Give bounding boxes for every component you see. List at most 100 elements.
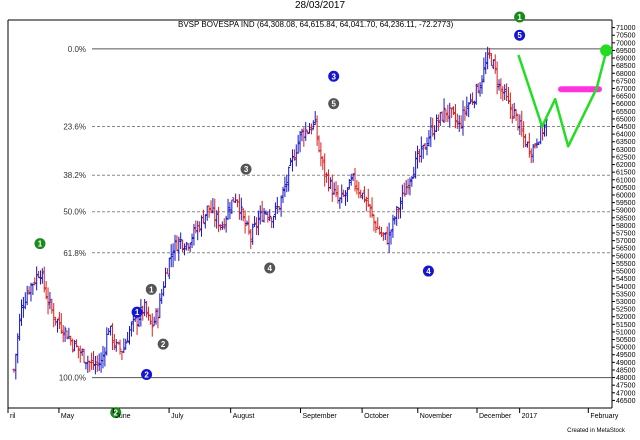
y-tick-label: 59000 (616, 208, 636, 215)
ohlc-bar (78, 345, 82, 363)
ohlc-bar (505, 83, 509, 102)
elliott-wave-labels: 1 1 1 2 2 3 4 3 5 4 5 1 2 (34, 11, 526, 419)
svg-text:4: 4 (268, 264, 273, 273)
ohlc-bar (137, 316, 141, 328)
ohlc-bar (118, 339, 122, 355)
ohlc-bar (150, 313, 154, 337)
ohlc-bar (241, 207, 245, 222)
ohlc-bar (264, 210, 268, 215)
x-tick-label: July (171, 413, 184, 420)
ohlc-bar (290, 149, 294, 172)
ohlc-bar (506, 86, 510, 105)
ohlc-bar (349, 173, 353, 186)
ohlc-bar (124, 338, 128, 350)
ohlc-bar (101, 345, 105, 369)
ohlc-bar (531, 144, 535, 163)
ohlc-bar (361, 192, 365, 200)
wave-label: 4 (422, 265, 434, 277)
y-tick-label: 67000 (616, 86, 636, 93)
ohlc-bar (493, 54, 497, 74)
y-tick-label: 57500 (616, 231, 636, 238)
x-tick-label: October (364, 413, 390, 420)
wave-label: 4 (264, 262, 276, 274)
ohlc-bar (347, 179, 351, 190)
ohlc-bar (417, 149, 421, 163)
ohlc-bar (328, 177, 332, 190)
y-tick-label: 51000 (616, 329, 636, 336)
wave-label: 2 (157, 338, 169, 350)
ohlc-bar (18, 313, 22, 341)
y-tick-label: 52000 (616, 314, 636, 321)
fib-label-5: 100.0% (59, 374, 86, 383)
ohlc-bar (334, 181, 338, 198)
ohlc-bar (220, 221, 224, 230)
svg-text:1: 1 (135, 308, 140, 317)
ohlc-bar (50, 298, 54, 314)
ohlc-bar (92, 351, 96, 370)
ohlc-bar (429, 117, 433, 148)
y-tick-label: 56000 (616, 253, 636, 260)
ohlc-bar (459, 115, 463, 130)
y-tick-label: 50000 (616, 345, 636, 352)
x-tick-label: December (479, 413, 512, 420)
x-tick-label: February (590, 413, 619, 420)
ohlc-bar (383, 232, 387, 241)
ohlc-bar (398, 197, 402, 219)
ohlc-bar (321, 156, 325, 170)
ohlc-bar (421, 144, 425, 159)
ohlc-bar (408, 177, 412, 196)
ohlc-bar (370, 197, 374, 218)
x-tick-label: September (303, 413, 338, 420)
ohlc-bar (73, 339, 77, 352)
ohlc-bar (400, 184, 404, 210)
fib-label-3: 50.0% (63, 208, 86, 217)
fib-label-1: 23.6% (63, 123, 86, 132)
ohlc-bar (42, 266, 46, 293)
x-tick-label: June (115, 413, 130, 420)
ohlc-bar (179, 232, 183, 250)
ohlc-bar (67, 327, 71, 339)
ohlc-bar (237, 194, 241, 220)
ohlc-bar (404, 180, 408, 195)
y-tick-label: 49000 (616, 360, 636, 367)
ohlc-bar (472, 100, 476, 109)
wave-label: 5 (514, 29, 526, 41)
ohlc-bar (59, 313, 63, 334)
ohlc-bar (164, 267, 168, 288)
ohlc-bar (116, 341, 120, 345)
y-tick-label: 62500 (616, 154, 636, 161)
projection-target-marker (600, 44, 613, 57)
ohlc-bar (330, 174, 334, 202)
ohlc-bar (171, 243, 175, 268)
ohlc-bar (200, 215, 204, 237)
ohlc-bar (146, 306, 150, 321)
ohlc-bar (467, 102, 471, 118)
ohlc-bar (397, 206, 401, 220)
ohlc-bar (148, 314, 152, 325)
ohlc-bar (112, 333, 116, 351)
ohlc-bar (510, 104, 514, 124)
ohlc-bar (215, 210, 219, 229)
ohlc-bar (378, 225, 382, 235)
ohlc-bar (105, 327, 109, 356)
y-tick-label: 71000 (616, 25, 636, 32)
y-tick-label: 54000 (616, 284, 636, 291)
ohlc-bar (160, 288, 164, 304)
y-tick-label: 49500 (616, 352, 636, 359)
ohlc-bar (489, 53, 493, 66)
y-tick-label: 59500 (616, 200, 636, 207)
ohlc-bar (253, 216, 257, 227)
ohlc-bar (491, 59, 495, 70)
ohlc-bar (192, 223, 196, 246)
ohlc-bar (145, 300, 149, 318)
y-tick-label: 65000 (616, 116, 636, 123)
ohlc-bar (287, 166, 291, 192)
ohlc-bar (524, 133, 528, 148)
ohlc-bar (402, 182, 406, 197)
ohlc-bar (103, 347, 107, 367)
ohlc-bar (440, 111, 444, 121)
ohlc-bar (196, 220, 200, 241)
wave-label: 3 (240, 163, 252, 175)
ohlc-bar (457, 115, 461, 132)
ohlc-bar (345, 187, 349, 203)
